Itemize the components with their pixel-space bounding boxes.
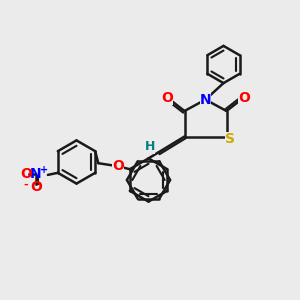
Text: O: O (30, 180, 42, 194)
Text: N: N (200, 93, 211, 106)
Text: H: H (145, 140, 155, 154)
Text: +: + (40, 165, 48, 175)
Text: O: O (20, 167, 32, 181)
Text: -: - (23, 180, 28, 190)
Text: S: S (225, 132, 235, 146)
Text: O: O (112, 159, 124, 173)
Text: O: O (161, 91, 173, 104)
Text: N: N (30, 167, 42, 181)
Text: O: O (238, 91, 250, 104)
